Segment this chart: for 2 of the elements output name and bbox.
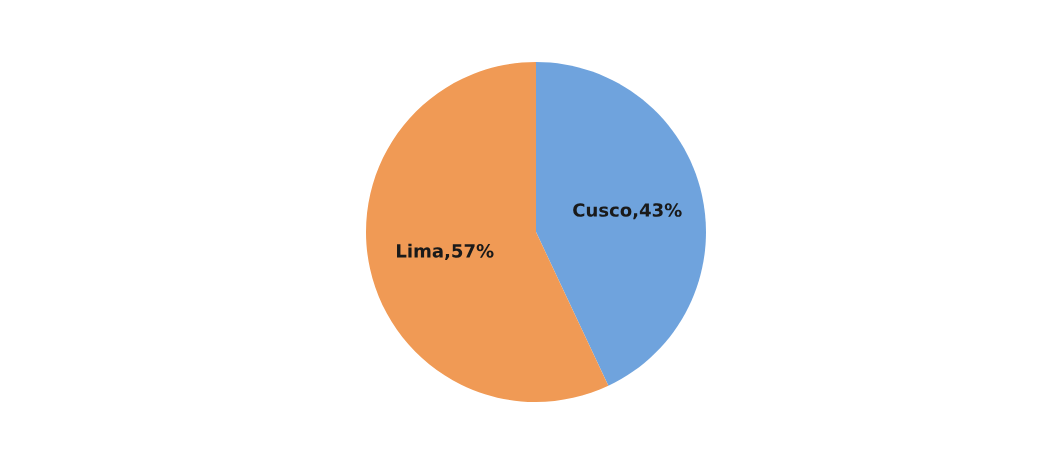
slice-label: Lima,57%: [397, 243, 494, 260]
slice-label: Cusco,43%: [573, 203, 682, 220]
